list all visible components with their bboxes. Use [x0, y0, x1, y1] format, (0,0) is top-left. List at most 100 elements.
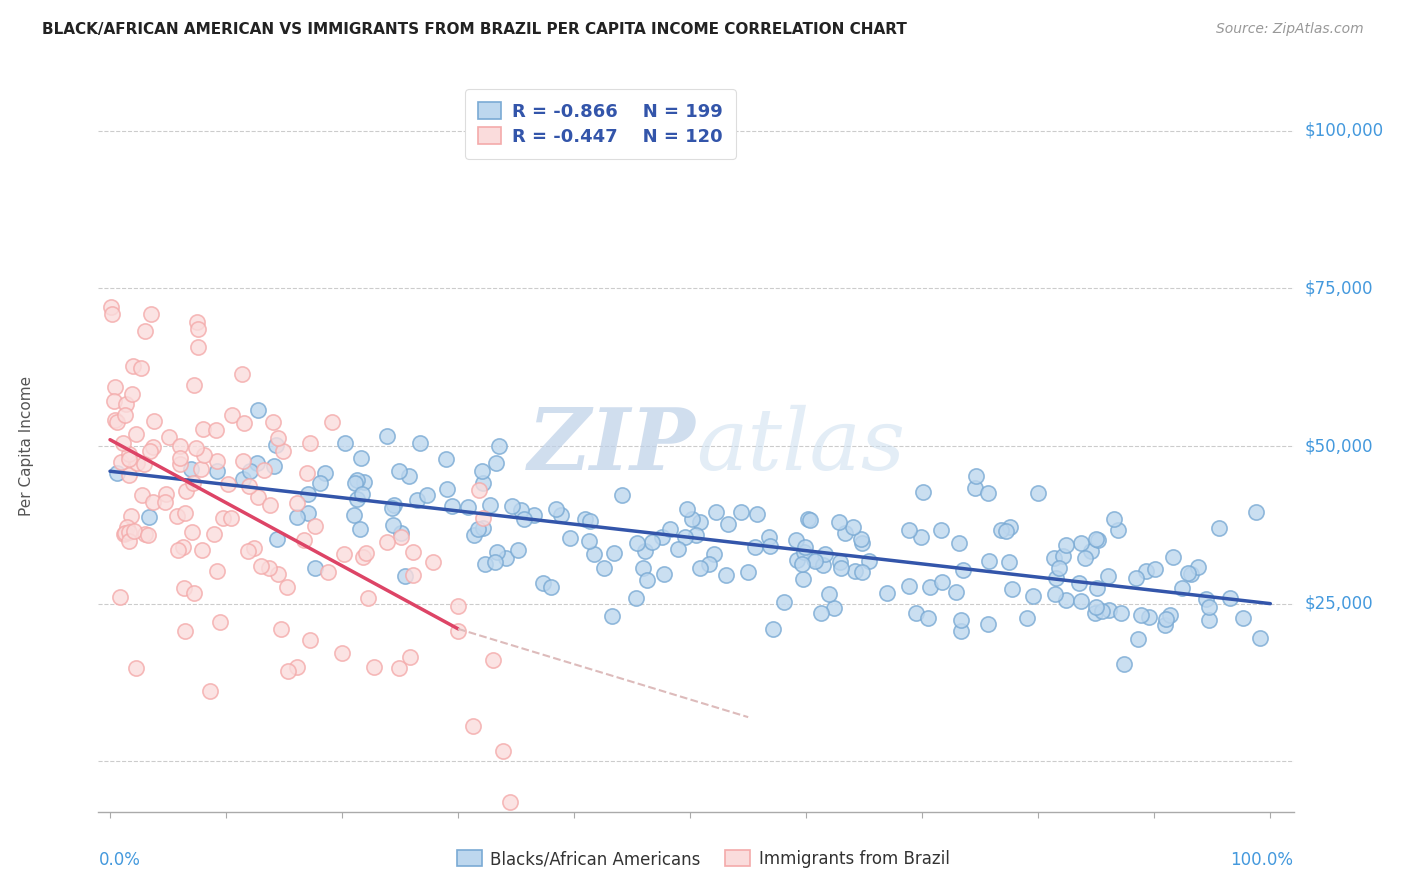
Point	[132, 457, 155, 471]
Point	[737, 565, 759, 579]
Point	[911, 484, 934, 499]
Point	[304, 519, 326, 533]
Point	[257, 561, 280, 575]
Point	[100, 300, 122, 314]
Point	[762, 622, 785, 636]
Point	[375, 535, 398, 549]
Point	[110, 455, 132, 469]
Point	[858, 554, 880, 568]
Text: Source: ZipAtlas.com: Source: ZipAtlas.com	[1216, 22, 1364, 37]
Point	[851, 532, 873, 546]
Point	[1130, 608, 1153, 623]
Point	[191, 542, 214, 557]
Point	[786, 552, 808, 566]
Point	[652, 566, 675, 581]
Legend: Blacks/African Americans, Immigrants from Brazil: Blacks/African Americans, Immigrants fro…	[450, 844, 956, 875]
Point	[745, 507, 768, 521]
Point	[1161, 550, 1184, 565]
Point	[851, 565, 873, 579]
Point	[582, 547, 605, 561]
Point	[876, 586, 898, 600]
Point	[1067, 575, 1090, 590]
Point	[1104, 511, 1126, 525]
Point	[330, 646, 353, 660]
Point	[357, 591, 380, 605]
Point	[814, 547, 837, 561]
Point	[457, 500, 479, 514]
Point	[1198, 613, 1220, 627]
Point	[262, 415, 284, 429]
Point	[183, 377, 205, 392]
Point	[1084, 606, 1107, 620]
Point	[277, 664, 299, 678]
Point	[1045, 571, 1067, 585]
Point	[498, 795, 520, 809]
Point	[842, 520, 865, 534]
Point	[243, 541, 266, 555]
Point	[259, 498, 281, 512]
Point	[205, 453, 228, 467]
Point	[270, 622, 292, 636]
Point	[169, 439, 191, 453]
Point	[139, 307, 162, 321]
Point	[651, 530, 673, 544]
Point	[1054, 593, 1077, 607]
Point	[308, 476, 330, 491]
Point	[794, 540, 817, 554]
Point	[479, 498, 502, 512]
Point	[350, 450, 373, 465]
Point	[124, 524, 146, 538]
Point	[1000, 582, 1022, 596]
Point	[105, 466, 128, 480]
Point	[314, 466, 336, 480]
Point	[830, 555, 852, 569]
Point	[994, 524, 1017, 538]
Text: Per Capita Income: Per Capita Income	[18, 376, 34, 516]
Point	[945, 585, 967, 599]
Point	[104, 380, 127, 394]
Point	[592, 561, 614, 575]
Point	[246, 403, 269, 417]
Point	[388, 661, 411, 675]
Point	[193, 448, 215, 462]
Point	[267, 567, 290, 582]
Point	[1054, 538, 1077, 552]
Point	[1074, 550, 1097, 565]
Point	[1087, 533, 1109, 547]
Point	[231, 368, 253, 382]
Point	[1047, 561, 1070, 575]
Point	[117, 447, 139, 461]
Point	[803, 554, 825, 568]
Point	[174, 483, 197, 498]
Point	[917, 611, 939, 625]
Point	[183, 586, 205, 600]
Point	[1070, 593, 1092, 607]
Point	[636, 574, 658, 588]
Point	[138, 509, 160, 524]
Point	[1015, 611, 1038, 625]
Point	[381, 501, 404, 516]
Point	[122, 359, 145, 374]
Point	[298, 435, 321, 450]
Point	[810, 606, 832, 620]
Point	[998, 520, 1021, 534]
Point	[482, 653, 505, 667]
Point	[920, 580, 942, 594]
Text: $75,000: $75,000	[1305, 279, 1374, 297]
Point	[1219, 591, 1241, 605]
Point	[717, 516, 740, 531]
Point	[1080, 543, 1102, 558]
Point	[1098, 603, 1121, 617]
Point	[544, 501, 567, 516]
Point	[276, 580, 298, 594]
Point	[232, 473, 254, 487]
Point	[101, 307, 124, 321]
Point	[1187, 559, 1209, 574]
Point	[285, 496, 308, 510]
Point	[335, 435, 357, 450]
Point	[117, 525, 139, 540]
Point	[211, 511, 233, 525]
Point	[153, 494, 176, 508]
Point	[633, 543, 655, 558]
Point	[399, 649, 422, 664]
